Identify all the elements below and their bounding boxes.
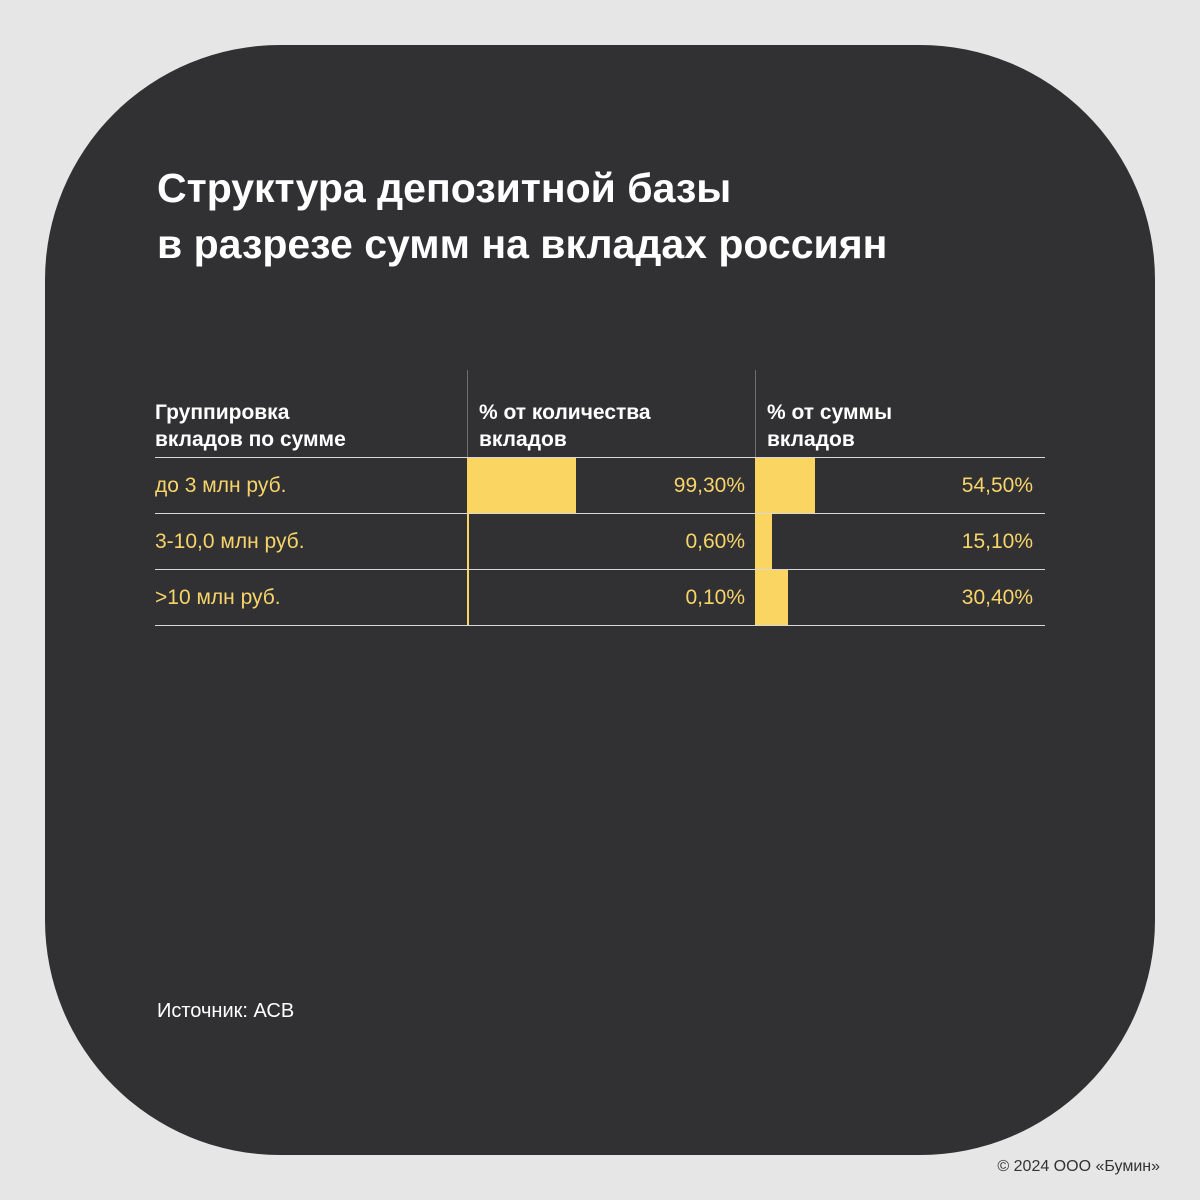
data-table: Группировка вкладов по сумме % от количе… bbox=[155, 370, 1045, 626]
page-title: Структура депозитной базы в разрезе сумм… bbox=[157, 160, 887, 272]
table-header: Группировка вкладов по сумме % от количе… bbox=[155, 370, 1045, 457]
count-pct-value: 0,10% bbox=[685, 586, 745, 609]
count-pct-bar bbox=[467, 458, 577, 513]
row-group-label: 3-10,0 млн руб. bbox=[155, 530, 305, 553]
header-group: Группировка вкладов по сумме bbox=[155, 399, 346, 453]
row-group-label: до 3 млн руб. bbox=[155, 474, 287, 497]
header-sum-line-1: % от суммы bbox=[767, 401, 893, 424]
card-background bbox=[45, 45, 1155, 1155]
table-row: до 3 млн руб. 99,30% 54,50% bbox=[155, 457, 1045, 513]
count-pct-value: 0,60% bbox=[685, 530, 745, 553]
count-pct-bar bbox=[467, 570, 469, 625]
header-count-line-1: % от количества bbox=[479, 401, 651, 424]
header-group-line-1: Группировка bbox=[155, 401, 290, 424]
count-pct-value: 99,30% bbox=[673, 474, 745, 497]
copyright-note: © 2024 ООО «Бумин» bbox=[997, 1158, 1160, 1175]
table-body: до 3 млн руб. 99,30% 54,50% 3-10,0 млн руб.… bbox=[155, 457, 1045, 626]
sum-pct-value: 54,50% bbox=[961, 474, 1033, 497]
sum-pct-bar bbox=[755, 514, 772, 569]
sum-pct-bar bbox=[755, 458, 815, 513]
title-line-1: Структура депозитной базы bbox=[157, 165, 732, 211]
header-sum-pct: % от суммы вкладов bbox=[767, 399, 892, 453]
header-group-line-2: вкладов по сумме bbox=[155, 428, 346, 451]
count-pct-bar bbox=[467, 514, 469, 569]
header-count-line-2: вкладов bbox=[479, 428, 567, 451]
title-line-2: в разрезе сумм на вкладах россиян bbox=[157, 221, 888, 267]
sum-pct-value: 30,40% bbox=[961, 586, 1033, 609]
header-sum-line-2: вкладов bbox=[767, 428, 855, 451]
source-note: Источник: АСВ bbox=[157, 1000, 295, 1022]
sum-pct-value: 15,10% bbox=[961, 530, 1033, 553]
header-count-pct: % от количества вкладов bbox=[479, 399, 651, 453]
table-row: 3-10,0 млн руб. 0,60% 15,10% bbox=[155, 513, 1045, 569]
row-group-label: >10 млн руб. bbox=[155, 586, 281, 609]
sum-pct-bar bbox=[755, 570, 789, 625]
table-row: >10 млн руб. 0,10% 30,40% bbox=[155, 569, 1045, 626]
